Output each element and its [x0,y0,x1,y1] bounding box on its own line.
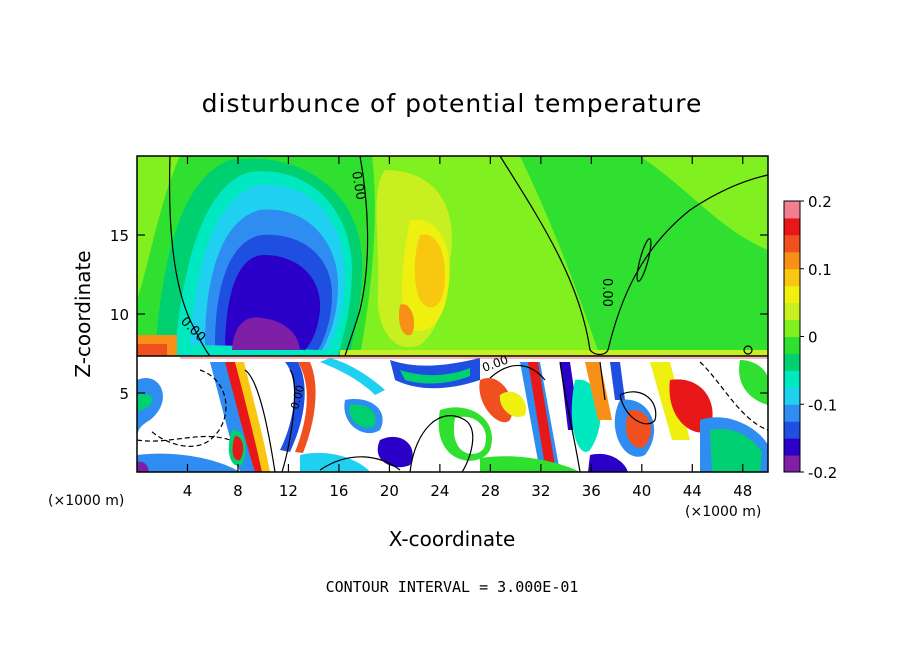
x-tick-label: 12 [279,482,298,500]
colorbar-swatch [784,302,800,321]
contour-dashed-bottom [136,435,231,442]
colorbar-swatch [784,370,800,388]
colorbar-tick-label: 0.2 [808,193,832,211]
y-axis-label: Z-coordinate [71,250,95,377]
x-tick-label: 36 [582,482,601,500]
x-tick-label: 32 [531,482,550,500]
colorbar-swatch [784,217,800,236]
x-axis-label: X-coordinate [389,527,516,551]
x-unit-left: (×1000 m) [48,493,124,509]
colorbar-swatch [784,251,800,270]
contour-lower-1 [244,369,276,473]
x-tick-label: 8 [233,482,243,500]
cold-blob-core [232,317,300,350]
x-tick-label: 48 [733,482,752,500]
colorbar-ticks: 0.2 0.1 0 -0.1 -0.2 [800,193,837,482]
colorbar-swatch [784,455,800,473]
colorbar-swatch [784,421,800,439]
contour-lower-7 [319,456,401,471]
contour-lines [136,155,769,473]
contour-closed-tiny [743,345,753,355]
colorbar [784,201,800,473]
colorbar-swatch [784,201,800,219]
warm-anomaly-core [414,234,445,308]
light-green-band-left [137,156,180,300]
light-green-band-right [640,156,768,250]
x-unit-right: (×1000 m) [685,504,761,520]
contour-interval-note: CONTOUR INTERVAL = 3.000E-01 [326,578,579,596]
contour-line-left [168,155,211,357]
contour-line-cold-edge [344,155,369,357]
x-tick-label: 24 [430,482,449,500]
contour-label: 0.00 [599,278,614,307]
colorbar-swatch [784,319,800,337]
colorbar-swatch [784,353,800,371]
contour-lower-4 [559,361,581,473]
colorbar-tick-label: 0 [808,329,818,347]
turbulent-streaks [137,358,768,472]
colorbar-swatch [784,234,800,253]
contour-lower-3 [409,415,474,473]
colorbar-tick-label: 0.1 [808,261,832,279]
contour-label: 0.00 [288,384,307,411]
contour-label: 0.00 [348,170,368,201]
heatmap-field [137,156,768,472]
contour-line-right [499,155,769,356]
contour-dashed-right [699,361,769,431]
x-tick-label: 4 [183,482,193,500]
x-tick-label: 20 [380,482,399,500]
x-tick-label: 16 [329,482,348,500]
colorbar-swatch [784,285,800,304]
contour-lower-2 [281,369,296,473]
x-tick-label: 44 [683,482,702,500]
colorbar-swatch [784,404,800,422]
y-tick-label: 10 [110,306,129,324]
colorbar-swatch [784,336,800,354]
y-axis-ticks: 5 10 15 [110,227,768,403]
y-tick-label: 5 [119,385,129,403]
colorbar-tick-label: -0.1 [808,396,837,414]
x-tick-label: 28 [481,482,500,500]
y-tick-label: 15 [110,227,129,245]
x-tick-label: 40 [632,482,651,500]
contour-lower-6 [599,361,606,401]
warm-anomaly-spot [398,304,415,336]
contour-lower-8 [619,391,657,425]
colorbar-swatch [784,268,800,287]
colorbar-swatch [784,438,800,456]
x-axis-ticks: 4 8 12 16 20 24 28 32 36 40 44 48 [183,156,752,500]
inversion-band-edge [340,350,768,356]
colorbar-swatch [784,387,800,405]
colorbar-tick-label: -0.2 [808,464,837,482]
contour-lower-5 [489,364,546,381]
chart-title: disturbunce of potential temperature [202,89,703,118]
contour-closed-small [636,238,652,282]
inversion-band-left-core [137,344,167,356]
